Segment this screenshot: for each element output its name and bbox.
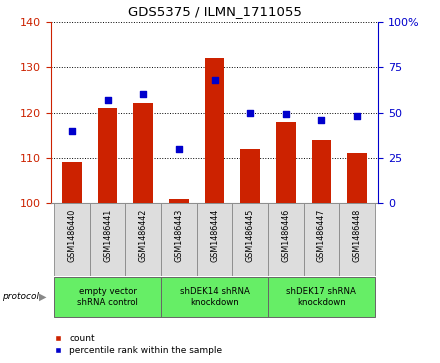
Bar	[240, 149, 260, 203]
Bar	[125, 203, 161, 276]
Text: empty vector
shRNA control: empty vector shRNA control	[77, 287, 138, 307]
Bar	[133, 103, 153, 203]
Text: protocol: protocol	[2, 292, 39, 301]
Text: GSM1486444: GSM1486444	[210, 209, 219, 262]
Bar	[54, 277, 161, 317]
Text: GSM1486441: GSM1486441	[103, 209, 112, 262]
Text: GSM1486446: GSM1486446	[281, 209, 290, 262]
Bar	[304, 203, 339, 276]
Text: GSM1486445: GSM1486445	[246, 209, 255, 262]
Bar	[161, 203, 197, 276]
Point	[140, 91, 147, 97]
Bar	[197, 203, 232, 276]
Bar	[312, 140, 331, 203]
Bar	[169, 199, 189, 203]
Bar	[62, 163, 82, 203]
Text: GSM1486443: GSM1486443	[174, 209, 183, 262]
Bar	[268, 277, 375, 317]
Bar	[339, 203, 375, 276]
Point	[353, 113, 360, 119]
Point	[211, 77, 218, 83]
Bar	[232, 203, 268, 276]
Point	[69, 128, 76, 134]
Bar	[268, 203, 304, 276]
Point	[104, 97, 111, 103]
Point	[176, 146, 183, 152]
Text: shDEK14 shRNA
knockdown: shDEK14 shRNA knockdown	[180, 287, 249, 307]
Text: GSM1486447: GSM1486447	[317, 209, 326, 262]
Bar	[54, 203, 90, 276]
Bar	[98, 108, 117, 203]
Bar	[205, 58, 224, 203]
Text: ▶: ▶	[39, 292, 46, 302]
Text: GSM1486440: GSM1486440	[67, 209, 77, 262]
Title: GDS5375 / ILMN_1711055: GDS5375 / ILMN_1711055	[128, 5, 301, 18]
Bar	[161, 277, 268, 317]
Bar	[276, 122, 296, 203]
Bar	[90, 203, 125, 276]
Text: GSM1486448: GSM1486448	[352, 209, 362, 262]
Point	[282, 111, 289, 117]
Legend: count, percentile rank within the sample: count, percentile rank within the sample	[48, 334, 222, 355]
Text: GSM1486442: GSM1486442	[139, 209, 148, 262]
Point	[318, 117, 325, 123]
Bar	[347, 154, 367, 203]
Text: shDEK17 shRNA
knockdown: shDEK17 shRNA knockdown	[286, 287, 356, 307]
Point	[246, 110, 253, 115]
